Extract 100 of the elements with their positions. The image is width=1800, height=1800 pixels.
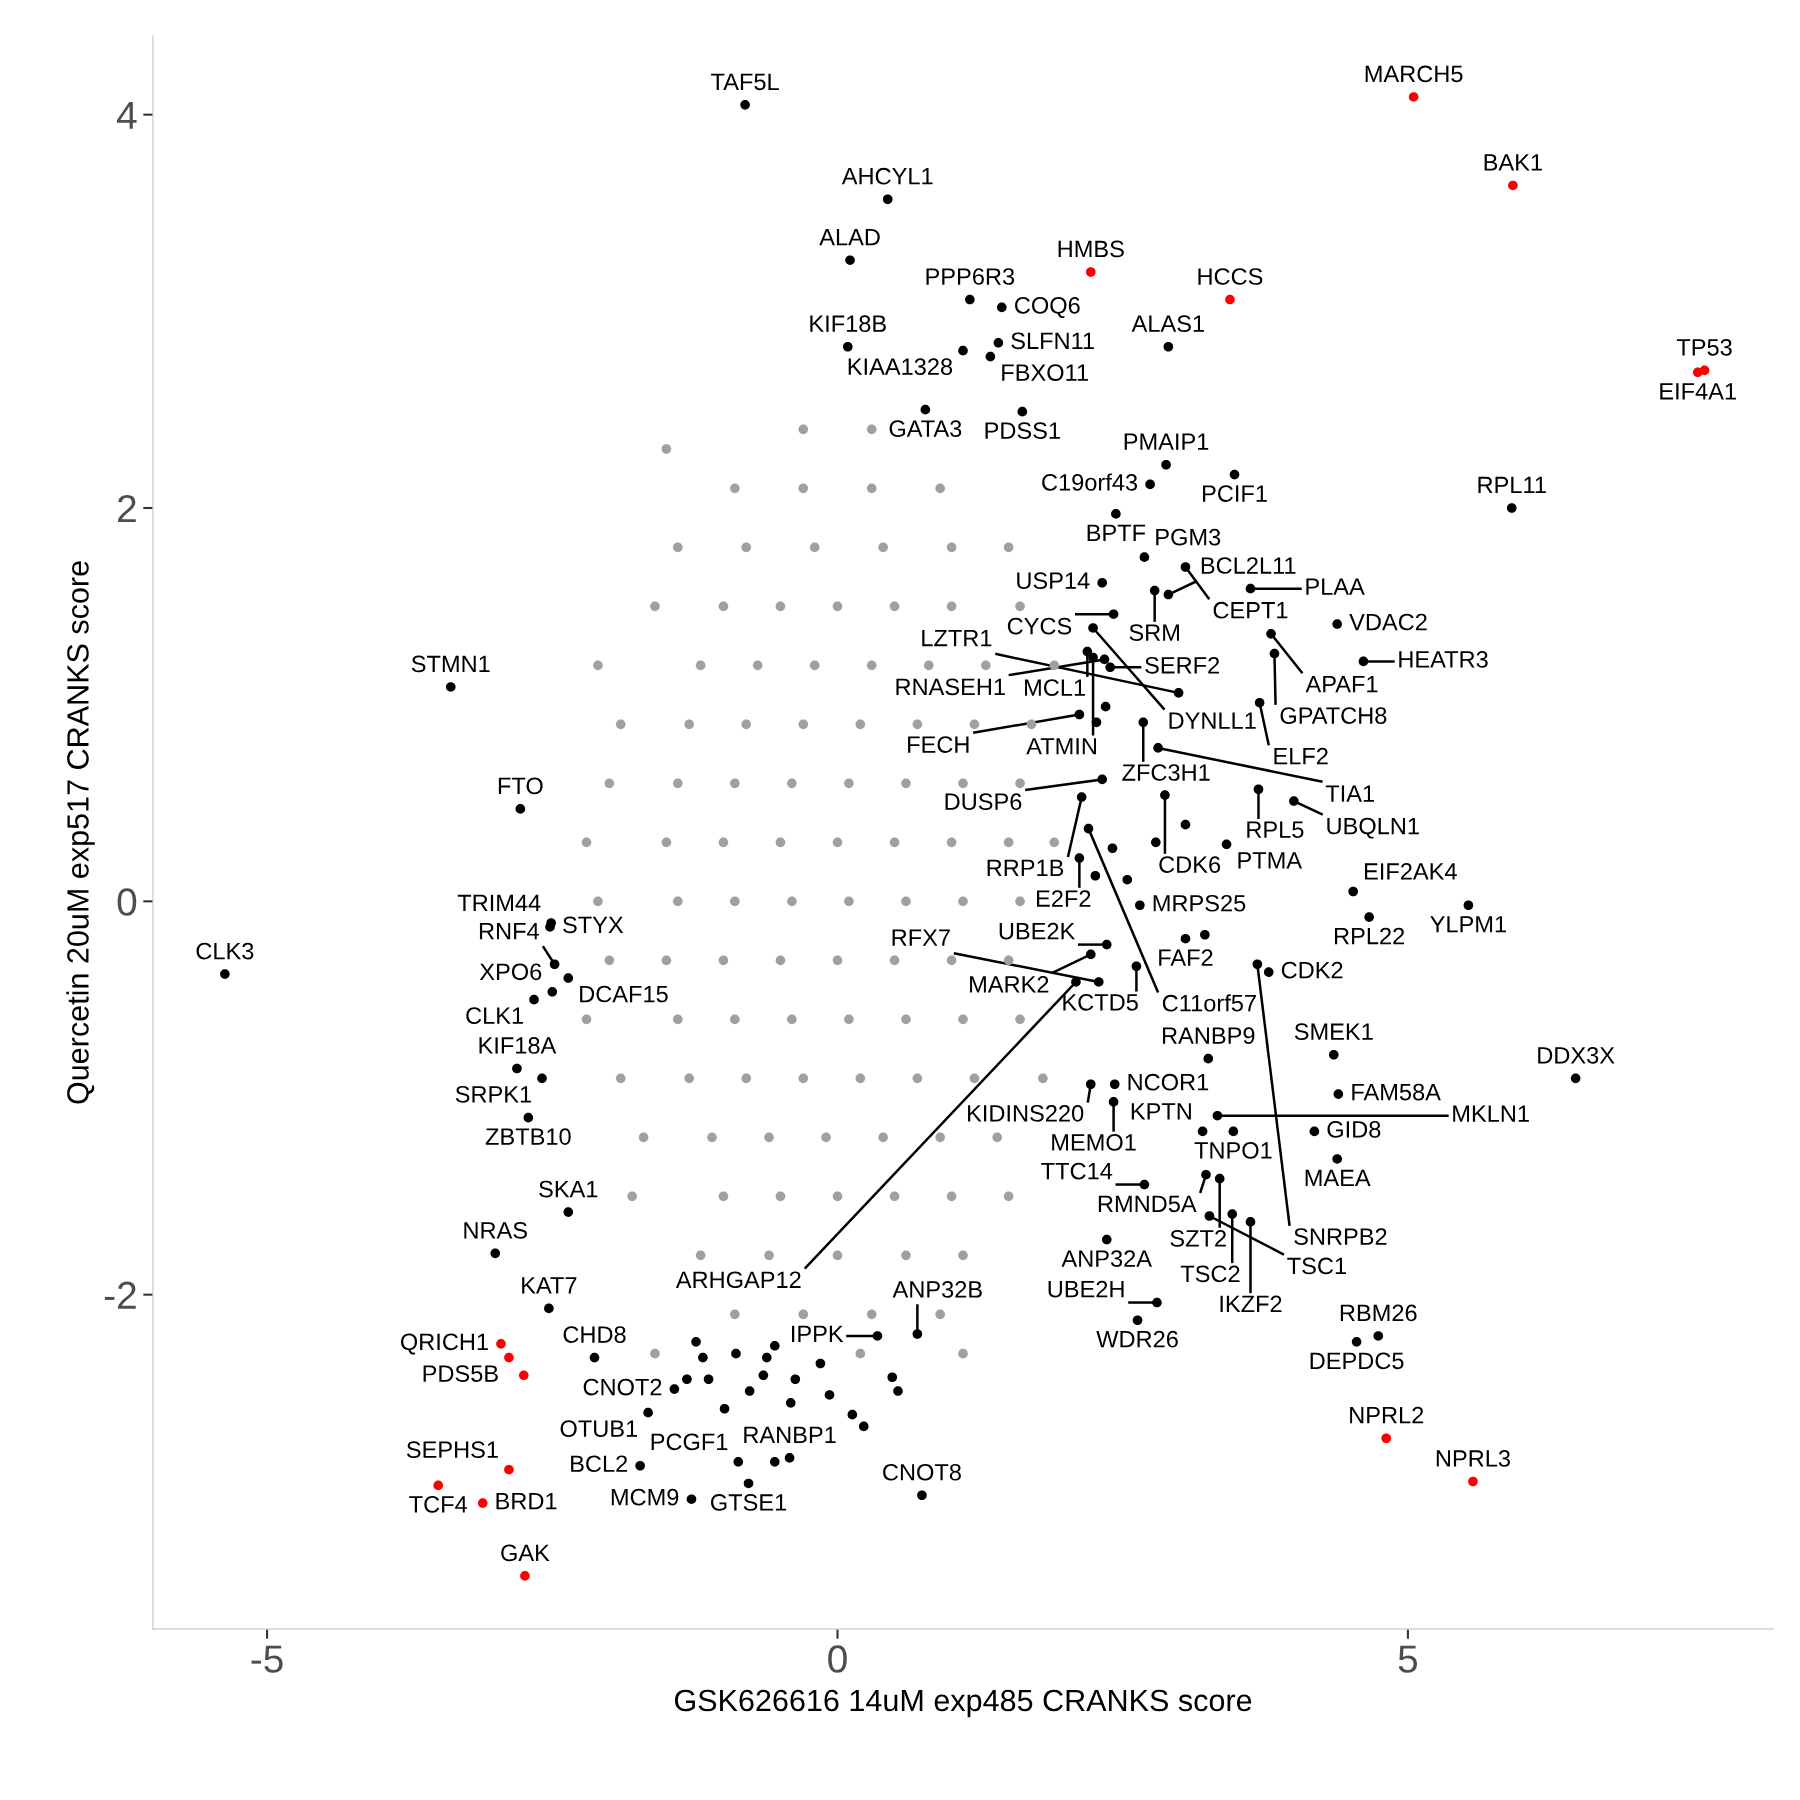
point bbox=[1508, 180, 1518, 191]
annotation: HMBS bbox=[1058, 240, 1124, 258]
annotation: TSC1 bbox=[1287, 1257, 1346, 1275]
annotation: MRPS25 bbox=[1153, 894, 1246, 912]
annotation: TNPO1 bbox=[1194, 1142, 1272, 1159]
point bbox=[1381, 1433, 1392, 1444]
point bbox=[1085, 267, 1096, 277]
annotation: DDX3X bbox=[1538, 1046, 1615, 1064]
annotation: QRICH1 bbox=[400, 1333, 488, 1355]
annotation: EIF2AK4 bbox=[1364, 863, 1457, 880]
annotation: ALAD bbox=[819, 229, 880, 246]
annotation: BCL2L11 bbox=[1201, 557, 1296, 574]
annotation: KAT7 bbox=[522, 1277, 577, 1294]
annotation: TSC2 bbox=[1180, 1265, 1240, 1283]
annotation: SZT2 bbox=[1170, 1230, 1226, 1247]
annotation: BPTF bbox=[1087, 524, 1146, 542]
annotation: CNOT8 bbox=[883, 1463, 961, 1481]
annotation: KIDINS220 bbox=[968, 1104, 1084, 1122]
annotation: CLK3 bbox=[196, 942, 254, 960]
annotation: ZFC3H1 bbox=[1122, 764, 1210, 781]
annotation: MCM9 bbox=[611, 1488, 679, 1506]
annotation: E2F2 bbox=[1036, 890, 1091, 907]
annotation: MKLN1 bbox=[1453, 1105, 1529, 1122]
annotation: FBXO11 bbox=[1002, 364, 1088, 381]
point bbox=[518, 1370, 529, 1381]
annotation: ANP32B bbox=[892, 1281, 982, 1298]
point bbox=[1468, 1476, 1478, 1487]
annotation: RPL11 bbox=[1478, 476, 1546, 494]
y-tick-label: 0 bbox=[117, 888, 137, 916]
annotation: PDSS1 bbox=[985, 422, 1060, 439]
annotation: VDAC2 bbox=[1349, 613, 1427, 631]
annotation: EIF4A1 bbox=[1660, 383, 1736, 400]
annotation: RPL5 bbox=[1247, 821, 1304, 839]
annotation: CDK2 bbox=[1281, 961, 1343, 979]
annotation: FAF2 bbox=[1159, 949, 1213, 966]
annotation: SEPHS1 bbox=[406, 1441, 498, 1459]
annotation: TTC14 bbox=[1041, 1162, 1113, 1180]
annotation: CDK6 bbox=[1159, 856, 1221, 873]
annotation: ALAS1 bbox=[1131, 315, 1204, 333]
x-tick-label: 0 bbox=[828, 1645, 847, 1673]
annotation: PTMA bbox=[1238, 852, 1303, 869]
annotation: KCTD5 bbox=[1063, 993, 1138, 1011]
point bbox=[433, 1480, 444, 1491]
annotation: BRD1 bbox=[496, 1493, 557, 1510]
x-axis-title: GSK626616 14uM exp485 CRANKS score bbox=[674, 1689, 1252, 1718]
annotation: KIF18A bbox=[479, 1037, 557, 1054]
annotation: ARHGAP12 bbox=[675, 1271, 801, 1289]
annotation: PDS5B bbox=[423, 1365, 498, 1382]
annotation: RNASEH1 bbox=[896, 678, 1005, 696]
annotation: C11orf57 bbox=[1162, 994, 1256, 1012]
annotation: HCCS bbox=[1198, 268, 1263, 285]
annotation: PCGF1 bbox=[651, 1433, 728, 1451]
annotation: SKA1 bbox=[539, 1180, 598, 1198]
point bbox=[496, 1339, 506, 1349]
point bbox=[504, 1464, 514, 1475]
annotation: CHD8 bbox=[563, 1326, 626, 1343]
annotation: SMEK1 bbox=[1294, 1023, 1373, 1041]
annotation: RMND5A bbox=[1098, 1195, 1197, 1213]
annotation: ANP32A bbox=[1061, 1250, 1152, 1267]
annotation: C19orf43 bbox=[1042, 473, 1138, 491]
annotation: PPP6R3 bbox=[926, 268, 1015, 285]
annotation: CLK1 bbox=[466, 1007, 523, 1024]
annotation: MCL1 bbox=[1025, 679, 1085, 697]
annotation: RNF4 bbox=[479, 923, 539, 940]
point bbox=[477, 1498, 488, 1508]
annotation: DYNLL1 bbox=[1169, 712, 1256, 729]
annotation: APAF1 bbox=[1305, 676, 1378, 693]
y-tick-label: 2 bbox=[118, 494, 136, 523]
annotation: USP14 bbox=[1017, 572, 1090, 590]
annotation: AHCYL1 bbox=[841, 167, 933, 185]
annotation: ELF2 bbox=[1274, 747, 1328, 765]
y-tick-label: 4 bbox=[116, 102, 137, 129]
annotation: OTUB1 bbox=[560, 1420, 638, 1437]
annotation: NPRL3 bbox=[1436, 1450, 1510, 1467]
annotation: UBE2K bbox=[999, 922, 1076, 940]
annotation: DUSP6 bbox=[945, 793, 1022, 811]
point bbox=[1408, 92, 1419, 102]
annotation: SRPK1 bbox=[455, 1085, 532, 1103]
annotation: PGM3 bbox=[1156, 528, 1221, 546]
annotation: CYCS bbox=[1007, 617, 1072, 635]
annotation: ZBTB10 bbox=[485, 1128, 571, 1145]
annotation: RANBP9 bbox=[1162, 1027, 1255, 1044]
annotation: HEATR3 bbox=[1399, 651, 1488, 668]
annotation: FTO bbox=[498, 777, 543, 795]
point bbox=[504, 1352, 514, 1363]
annotation: PCIF1 bbox=[1203, 485, 1267, 502]
annotation: BAK1 bbox=[1484, 154, 1542, 171]
x-tick-label: 5 bbox=[1398, 1645, 1418, 1673]
annotation: KIF18B bbox=[810, 315, 886, 333]
y-axis-title: Quercetin 20uM exp517 CRANKS score bbox=[66, 561, 95, 1104]
annotation: RRP1B bbox=[987, 859, 1064, 876]
annotation: TCF4 bbox=[409, 1496, 468, 1513]
annotation: UBQLN1 bbox=[1327, 817, 1419, 839]
annotation: GPATCH8 bbox=[1280, 707, 1387, 724]
annotation: GID8 bbox=[1327, 1121, 1381, 1138]
annotation: NCOR1 bbox=[1128, 1073, 1209, 1091]
annotation: XPO6 bbox=[479, 963, 542, 981]
x-tick-label: -5 bbox=[251, 1645, 283, 1673]
annotation: TAF5L bbox=[711, 73, 779, 91]
annotation: LZTR1 bbox=[922, 629, 992, 647]
